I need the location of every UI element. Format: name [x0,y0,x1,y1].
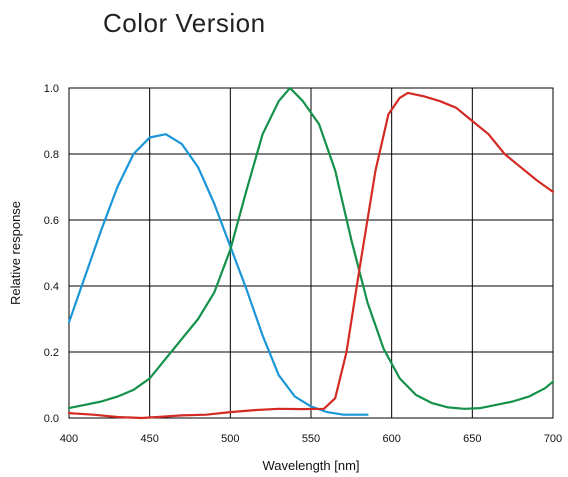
series-line-2 [67,86,555,410]
x-tick-label: 500 [221,433,239,445]
y-tick-label: 0.0 [44,413,59,425]
series-line-3 [67,91,555,420]
x-tick-label: 650 [463,433,481,445]
y-tick-labels: 0.0 0.2 0.4 0.6 0.8 1.0 [44,83,59,425]
x-tick-label: 600 [382,433,400,445]
x-tick-label: 700 [544,433,562,445]
y-tick-label: 1.0 [44,83,59,95]
x-tick-label: 400 [60,433,78,445]
y-axis-label: Relative response [8,201,23,305]
y-tick-label: 0.6 [44,215,59,227]
y-tick-label: 0.2 [44,347,59,359]
x-axis-label: Wavelength [nm] [262,458,359,473]
x-tick-label: 550 [302,433,320,445]
y-tick-label: 0.8 [44,149,59,161]
series-group [67,86,555,420]
x-tick-label: 450 [140,433,158,445]
x-tick-labels: 400 450 500 550 600 650 700 [60,433,562,445]
series-line-1 [67,133,369,416]
page-title: Color Version [103,8,266,38]
y-tick-label: 0.4 [44,281,59,293]
